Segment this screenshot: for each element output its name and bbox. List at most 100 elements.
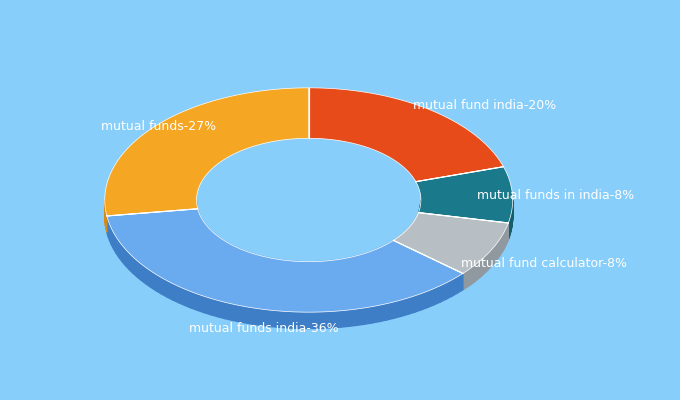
Polygon shape — [309, 262, 313, 278]
Polygon shape — [263, 256, 267, 274]
Polygon shape — [343, 258, 347, 275]
Polygon shape — [211, 298, 218, 317]
Polygon shape — [333, 311, 341, 328]
Polygon shape — [339, 259, 343, 276]
Polygon shape — [240, 306, 248, 323]
Polygon shape — [489, 252, 490, 269]
Polygon shape — [284, 260, 288, 277]
Polygon shape — [341, 310, 349, 327]
Polygon shape — [322, 261, 326, 278]
Polygon shape — [278, 311, 286, 328]
Polygon shape — [349, 309, 356, 326]
Polygon shape — [129, 253, 133, 273]
Polygon shape — [116, 237, 119, 258]
Polygon shape — [347, 257, 352, 274]
Polygon shape — [494, 246, 495, 263]
Polygon shape — [474, 265, 475, 282]
Polygon shape — [408, 296, 415, 314]
Polygon shape — [309, 312, 318, 328]
Polygon shape — [267, 257, 271, 274]
Polygon shape — [479, 260, 481, 278]
Polygon shape — [356, 308, 364, 325]
Polygon shape — [255, 254, 259, 272]
Polygon shape — [234, 246, 237, 264]
Polygon shape — [491, 249, 492, 266]
Text: mutual fund india-20%: mutual fund india-20% — [413, 99, 556, 112]
Polygon shape — [108, 220, 109, 241]
Polygon shape — [198, 294, 204, 313]
Polygon shape — [415, 294, 422, 312]
Polygon shape — [490, 250, 491, 268]
Polygon shape — [387, 302, 394, 320]
Polygon shape — [446, 280, 452, 299]
Polygon shape — [141, 264, 146, 284]
Polygon shape — [309, 88, 503, 182]
Polygon shape — [374, 249, 378, 266]
Polygon shape — [326, 260, 331, 277]
Polygon shape — [390, 240, 394, 258]
Text: mutual funds in india-8%: mutual funds in india-8% — [477, 189, 634, 202]
Polygon shape — [415, 167, 513, 223]
Polygon shape — [401, 298, 408, 316]
Polygon shape — [384, 244, 388, 262]
Polygon shape — [119, 241, 122, 262]
Polygon shape — [275, 259, 279, 276]
Polygon shape — [255, 308, 262, 326]
Polygon shape — [488, 253, 489, 270]
Polygon shape — [483, 257, 484, 274]
Polygon shape — [218, 300, 225, 319]
Polygon shape — [472, 267, 473, 284]
Polygon shape — [173, 284, 179, 303]
Polygon shape — [464, 272, 465, 289]
Polygon shape — [486, 254, 487, 272]
Polygon shape — [335, 259, 339, 276]
Polygon shape — [248, 307, 255, 324]
Polygon shape — [208, 227, 210, 246]
Polygon shape — [463, 273, 464, 290]
Polygon shape — [206, 225, 208, 243]
Polygon shape — [428, 288, 435, 307]
Polygon shape — [191, 292, 198, 310]
Polygon shape — [367, 252, 371, 269]
Polygon shape — [305, 262, 309, 278]
Polygon shape — [107, 209, 463, 312]
Polygon shape — [262, 309, 271, 326]
Polygon shape — [296, 261, 301, 278]
Polygon shape — [252, 253, 255, 270]
Polygon shape — [279, 260, 284, 276]
Polygon shape — [301, 262, 305, 278]
Polygon shape — [394, 213, 509, 274]
Polygon shape — [379, 304, 387, 322]
Polygon shape — [467, 270, 469, 287]
Polygon shape — [204, 223, 206, 241]
Polygon shape — [458, 274, 463, 293]
Polygon shape — [210, 229, 212, 248]
Polygon shape — [219, 237, 222, 255]
Polygon shape — [441, 283, 446, 302]
Polygon shape — [248, 252, 252, 269]
Polygon shape — [435, 286, 441, 305]
Polygon shape — [204, 296, 211, 315]
Polygon shape — [217, 235, 219, 254]
Polygon shape — [471, 268, 472, 284]
Polygon shape — [112, 229, 114, 249]
Polygon shape — [203, 220, 204, 239]
Polygon shape — [156, 274, 161, 294]
Polygon shape — [371, 250, 374, 268]
Polygon shape — [495, 245, 496, 262]
Polygon shape — [484, 256, 486, 273]
Polygon shape — [394, 300, 401, 318]
Polygon shape — [105, 88, 309, 216]
Polygon shape — [244, 250, 248, 268]
Polygon shape — [302, 312, 309, 328]
Polygon shape — [233, 304, 240, 322]
Polygon shape — [228, 243, 231, 261]
Polygon shape — [286, 312, 294, 328]
Polygon shape — [363, 253, 367, 270]
Polygon shape — [231, 244, 234, 262]
Polygon shape — [422, 291, 428, 310]
Polygon shape — [364, 307, 372, 324]
Polygon shape — [481, 259, 483, 276]
Polygon shape — [125, 249, 129, 269]
Polygon shape — [381, 246, 384, 264]
